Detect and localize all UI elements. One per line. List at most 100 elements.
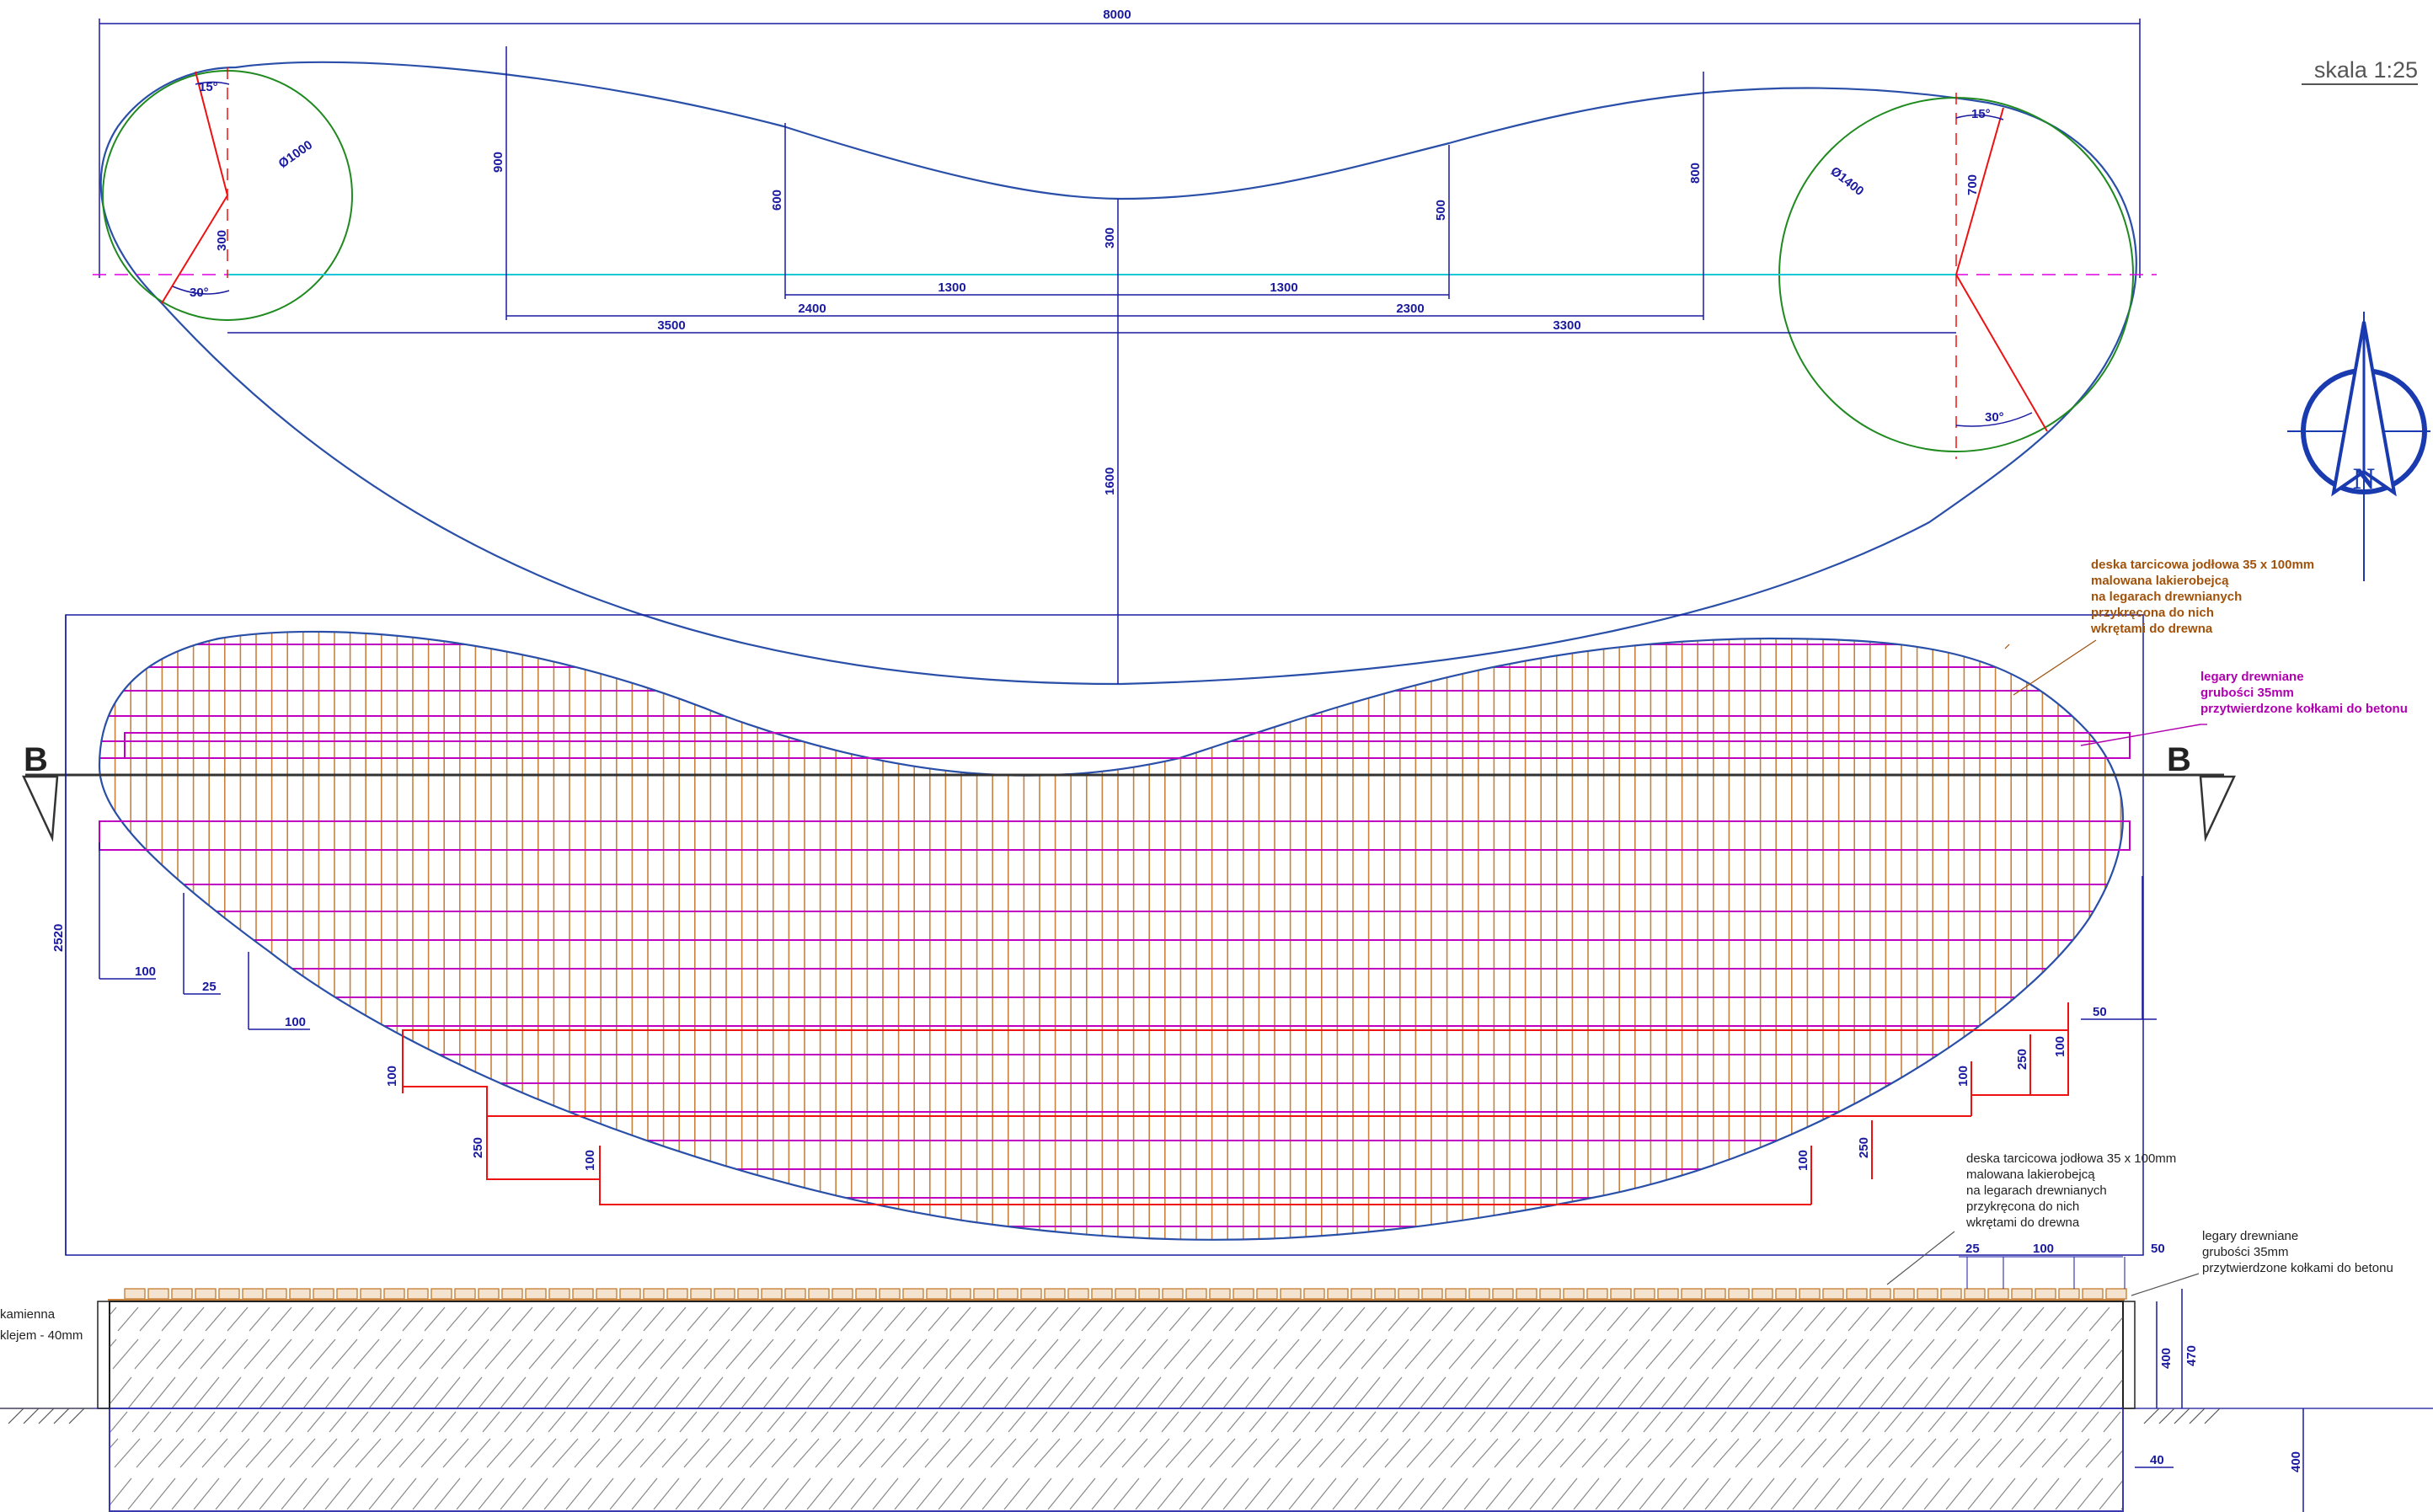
- dim-edge-25: 25: [202, 980, 217, 994]
- concrete-hatch: [1711, 1338, 1738, 1370]
- concrete-hatch: [1884, 1411, 1902, 1433]
- concrete-hatch: [709, 1306, 730, 1332]
- section-board: [2035, 1288, 2056, 1300]
- concrete-hatch: [1273, 1338, 1300, 1370]
- concrete-hatch: [249, 1306, 270, 1332]
- concrete-hatch: [1382, 1338, 1409, 1370]
- concrete-hatch: [730, 1306, 752, 1332]
- concrete-hatch: [682, 1338, 709, 1370]
- concrete-hatch: [1551, 1376, 1578, 1409]
- concrete-hatch: [1581, 1438, 1608, 1468]
- section-board: [147, 1288, 169, 1300]
- concrete-hatch: [876, 1411, 895, 1433]
- concrete-hatch: [924, 1438, 951, 1468]
- concrete-hatch: [139, 1306, 161, 1332]
- concrete-hatch: [1344, 1306, 1366, 1332]
- dim-section-25: 25: [1965, 1242, 1980, 1256]
- concrete-hatch: [402, 1306, 424, 1332]
- concrete-hatch: [1318, 1438, 1345, 1468]
- concrete-hatch: [555, 1306, 577, 1332]
- concrete-hatch: [1426, 1338, 1453, 1370]
- section-board: [171, 1288, 193, 1300]
- concrete-hatch: [281, 1376, 307, 1409]
- concrete-hatch: [2088, 1306, 2110, 1332]
- concrete-hatch: [1665, 1411, 1683, 1433]
- concrete-hatch: [2067, 1306, 2088, 1332]
- concrete-hatch: [377, 1438, 404, 1468]
- dim-section-40: 40: [2150, 1453, 2164, 1467]
- section-board: [1869, 1288, 1891, 1300]
- concrete-hatch: [1704, 1477, 1731, 1510]
- concrete-hatch: [938, 1477, 965, 1510]
- concrete-hatch: [511, 1306, 533, 1332]
- section-board: [1185, 1288, 1207, 1300]
- section-board: [1445, 1288, 1467, 1300]
- concrete-hatch: [1025, 1376, 1052, 1409]
- dim-edge-100-a: 100: [135, 964, 156, 979]
- concrete-hatch: [552, 1438, 579, 1468]
- concrete-hatch: [916, 1477, 943, 1510]
- concrete-hatch: [420, 1438, 447, 1468]
- section-board: [714, 1288, 735, 1300]
- concrete-hatch: [1103, 1306, 1125, 1332]
- concrete-hatch: [660, 1338, 687, 1370]
- section-board: [124, 1288, 146, 1300]
- concrete-hatch: [832, 1411, 851, 1433]
- concrete-hatch: [2040, 1338, 2067, 1370]
- concrete-hatch: [1340, 1438, 1367, 1468]
- concrete-hatch: [1836, 1376, 1863, 1409]
- concrete-hatch: [1297, 1438, 1323, 1468]
- concrete-hatch: [237, 1477, 264, 1510]
- section-board: [1516, 1288, 1537, 1300]
- concrete-hatch: [1949, 1411, 1968, 1433]
- concrete-hatch: [879, 1338, 906, 1370]
- concrete-hatch: [314, 1306, 336, 1332]
- concrete-hatch: [1468, 1411, 1486, 1433]
- concrete-hatch: [993, 1306, 1015, 1332]
- concrete-hatch: [884, 1306, 906, 1332]
- concrete-hatch: [1117, 1411, 1136, 1433]
- concrete-hatch: [599, 1306, 621, 1332]
- concrete-hatch: [355, 1438, 382, 1468]
- concrete-hatch: [631, 1477, 658, 1510]
- concrete-hatch: [1826, 1306, 1847, 1332]
- section-board: [478, 1288, 500, 1300]
- dim-section-50: 50: [2151, 1242, 2165, 1256]
- section-board: [1421, 1288, 1443, 1300]
- concrete-hatch: [434, 1477, 461, 1510]
- concrete-hatch: [2147, 1412, 2164, 1432]
- concrete-hatch: [1161, 1411, 1179, 1433]
- concrete-hatch: [850, 1477, 877, 1510]
- section-board: [2105, 1288, 2127, 1300]
- concrete-hatch: [1928, 1411, 1946, 1433]
- concrete-hatch: [2001, 1306, 2023, 1332]
- section-board: [407, 1288, 429, 1300]
- section-board: [1751, 1288, 1773, 1300]
- concrete-hatch: [302, 1376, 329, 1409]
- concrete-hatch: [1617, 1376, 1644, 1409]
- concrete-hatch: [1113, 1376, 1140, 1409]
- section-board: [1209, 1288, 1231, 1300]
- section-board: [1115, 1288, 1136, 1300]
- concrete-hatch: [705, 1438, 732, 1468]
- section-board: [383, 1288, 405, 1300]
- concrete-hatch: [1008, 1411, 1026, 1433]
- concrete-hatch: [1847, 1306, 1869, 1332]
- dim-left-100-b: 100: [583, 1150, 597, 1171]
- north-letter: N: [2353, 462, 2375, 495]
- concrete-hatch: [1157, 1376, 1184, 1409]
- concrete-hatch: [1441, 1376, 1468, 1409]
- section-board: [525, 1288, 547, 1300]
- concrete-hatch: [223, 1438, 250, 1468]
- concrete-hatch: [741, 1376, 767, 1409]
- concrete-hatch: [762, 1477, 789, 1510]
- concrete-hatch: [837, 1438, 864, 1468]
- section-board: [1327, 1288, 1349, 1300]
- concrete-hatch: [789, 1411, 807, 1433]
- concrete-hatch: [1472, 1438, 1499, 1468]
- concrete-hatch: [1533, 1411, 1552, 1433]
- section-board: [1303, 1288, 1325, 1300]
- concrete-hatch: [506, 1338, 533, 1370]
- dim-3500: 3500: [657, 318, 685, 333]
- concrete-hatch: [521, 1376, 548, 1409]
